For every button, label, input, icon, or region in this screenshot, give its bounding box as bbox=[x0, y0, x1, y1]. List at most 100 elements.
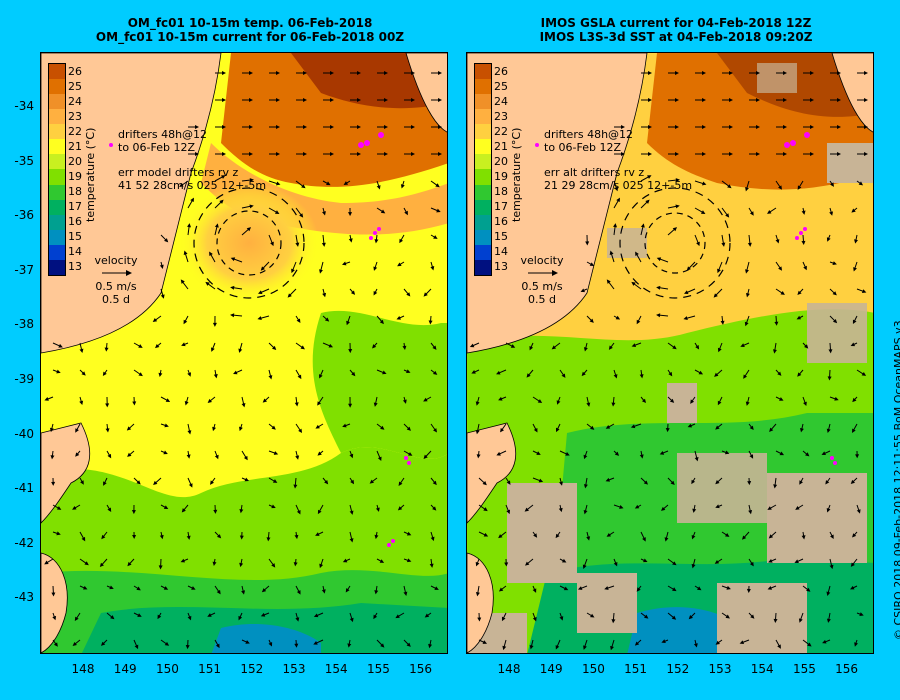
current-vector-arrowhead bbox=[864, 125, 868, 129]
left-colorbar-title: temperature (°C) bbox=[84, 127, 97, 222]
current-vector-arrowhead bbox=[179, 183, 184, 188]
left-drifters-line2: to 06-Feb 12Z bbox=[118, 141, 196, 154]
current-vector-arrowhead bbox=[729, 125, 733, 129]
current-vector-arrowhead bbox=[696, 241, 700, 247]
current-vector-arrowhead bbox=[272, 479, 278, 483]
current-vector-arrowhead bbox=[672, 345, 677, 350]
current-vector-arrowhead bbox=[187, 430, 192, 435]
current-vector-arrowhead bbox=[837, 152, 841, 156]
eddy-current-ring-inner bbox=[216, 210, 282, 276]
left-map-title: OM_fc01 10-15m temp. 06-Feb-2018 OM_fc01… bbox=[40, 16, 460, 44]
current-vector-arrowhead bbox=[214, 223, 219, 228]
current-vector-arrowhead bbox=[404, 210, 408, 216]
current-vector-arrowhead bbox=[797, 185, 802, 190]
lon-tick-label: 156 bbox=[835, 662, 859, 676]
current-vector-arrowhead bbox=[532, 588, 537, 593]
current-vector-arrowhead bbox=[349, 510, 354, 515]
current-vector-arrowhead bbox=[826, 428, 831, 434]
current-vector-arrowhead bbox=[611, 619, 616, 624]
current-vector-arrowhead bbox=[656, 257, 662, 262]
current-vector-arrowhead bbox=[717, 268, 721, 274]
current-vector-arrowhead bbox=[195, 125, 199, 129]
current-vector-arrowhead bbox=[270, 241, 274, 247]
colorbar-segment bbox=[49, 184, 65, 200]
current-vector-arrowhead bbox=[589, 318, 594, 323]
current-vector-arrowhead bbox=[260, 612, 266, 617]
current-vector-arrowhead bbox=[675, 71, 679, 75]
current-vector-arrowhead bbox=[276, 125, 280, 129]
current-vector-arrowhead bbox=[829, 211, 834, 216]
current-vector-arrowhead bbox=[212, 426, 217, 432]
current-vector-arrowhead bbox=[107, 507, 112, 512]
current-vector-arrowhead bbox=[769, 427, 774, 432]
lon-tick-label: 154 bbox=[324, 662, 348, 676]
current-vector-arrowhead bbox=[159, 264, 164, 269]
current-vector-arrowhead bbox=[328, 343, 334, 348]
current-vector-arrowhead bbox=[222, 152, 226, 156]
current-vector-arrowhead bbox=[342, 423, 347, 428]
current-vector-arrowhead bbox=[556, 400, 561, 405]
current-vector-arrowhead bbox=[317, 401, 322, 406]
current-vector-arrowhead bbox=[810, 125, 814, 129]
colorbar-tick-label: 22 bbox=[68, 124, 82, 138]
current-vector-arrowhead bbox=[630, 424, 636, 429]
current-vector-arrowhead bbox=[330, 125, 334, 129]
current-vector-arrowhead bbox=[105, 428, 110, 433]
current-vector-arrowhead bbox=[477, 617, 482, 622]
current-vector-arrowhead bbox=[348, 349, 353, 354]
current-vector-arrowhead bbox=[341, 261, 347, 266]
current-vector-arrowhead bbox=[249, 71, 253, 75]
current-vector-arrowhead bbox=[855, 454, 860, 459]
current-vector-arrowhead bbox=[702, 125, 706, 129]
cold-patch bbox=[211, 623, 321, 653]
current-vector-arrowhead bbox=[729, 152, 733, 156]
current-vector-arrowhead bbox=[190, 197, 194, 203]
current-vector-arrowhead bbox=[747, 242, 752, 247]
current-vector-arrowhead bbox=[701, 181, 707, 186]
colorbar-segment bbox=[49, 79, 65, 95]
current-vector-arrowhead bbox=[296, 510, 301, 515]
current-vector-arrowhead bbox=[693, 643, 698, 648]
current-vector-arrowhead bbox=[774, 321, 779, 326]
current-vector-arrowhead bbox=[384, 98, 388, 102]
current-vector-arrowhead bbox=[272, 345, 277, 351]
current-vector-arrowhead bbox=[158, 565, 163, 570]
current-vector-arrowhead bbox=[687, 423, 693, 428]
right-drifters-line2: to 06-Feb 12Z bbox=[544, 141, 622, 154]
current-vector-arrowhead bbox=[804, 344, 809, 349]
current-vector-arrowhead bbox=[397, 506, 403, 511]
current-vector-arrowhead bbox=[398, 481, 403, 486]
current-vector-arrowhead bbox=[424, 613, 430, 618]
current-vector-arrowhead bbox=[830, 182, 834, 187]
current-vector-arrowhead bbox=[482, 481, 487, 486]
current-vector-arrowhead bbox=[268, 642, 273, 647]
current-vector-arrowhead bbox=[180, 558, 186, 563]
current-vector-arrowhead bbox=[276, 71, 280, 75]
current-vector-arrowhead bbox=[695, 345, 700, 350]
current-vector-arrowhead bbox=[343, 181, 349, 185]
current-vector-arrowhead bbox=[582, 564, 587, 569]
current-vector-arrowhead bbox=[379, 319, 384, 325]
current-vector-arrowhead bbox=[321, 242, 326, 247]
current-vector-arrowhead bbox=[295, 617, 300, 622]
current-vector-arrowhead bbox=[109, 585, 114, 590]
current-vector-arrowhead bbox=[692, 508, 697, 513]
current-vector-arrowhead bbox=[249, 204, 254, 209]
eddy-current-ring-outer bbox=[619, 187, 731, 299]
current-vector-arrowhead bbox=[691, 563, 696, 569]
current-vector-arrowhead bbox=[380, 643, 385, 648]
current-vector-arrowhead bbox=[859, 612, 864, 616]
current-vector-arrowhead bbox=[104, 347, 109, 352]
current-vector-arrowhead bbox=[257, 290, 263, 295]
current-vector-arrowhead bbox=[347, 643, 352, 648]
current-vector-arrowhead bbox=[777, 371, 782, 376]
lon-tick-label: 155 bbox=[366, 662, 390, 676]
colorbar-segment bbox=[49, 94, 65, 110]
left-err-line2: 41 52 28cm/s 025 12+-5m bbox=[118, 179, 267, 192]
current-vector-arrowhead bbox=[675, 98, 679, 102]
current-vector-arrowhead bbox=[749, 425, 754, 430]
colorbar-tick-label: 20 bbox=[494, 154, 508, 168]
current-vector-arrowhead bbox=[50, 455, 55, 460]
current-vector-arrowhead bbox=[825, 480, 830, 485]
current-vector-arrowhead bbox=[369, 479, 374, 484]
